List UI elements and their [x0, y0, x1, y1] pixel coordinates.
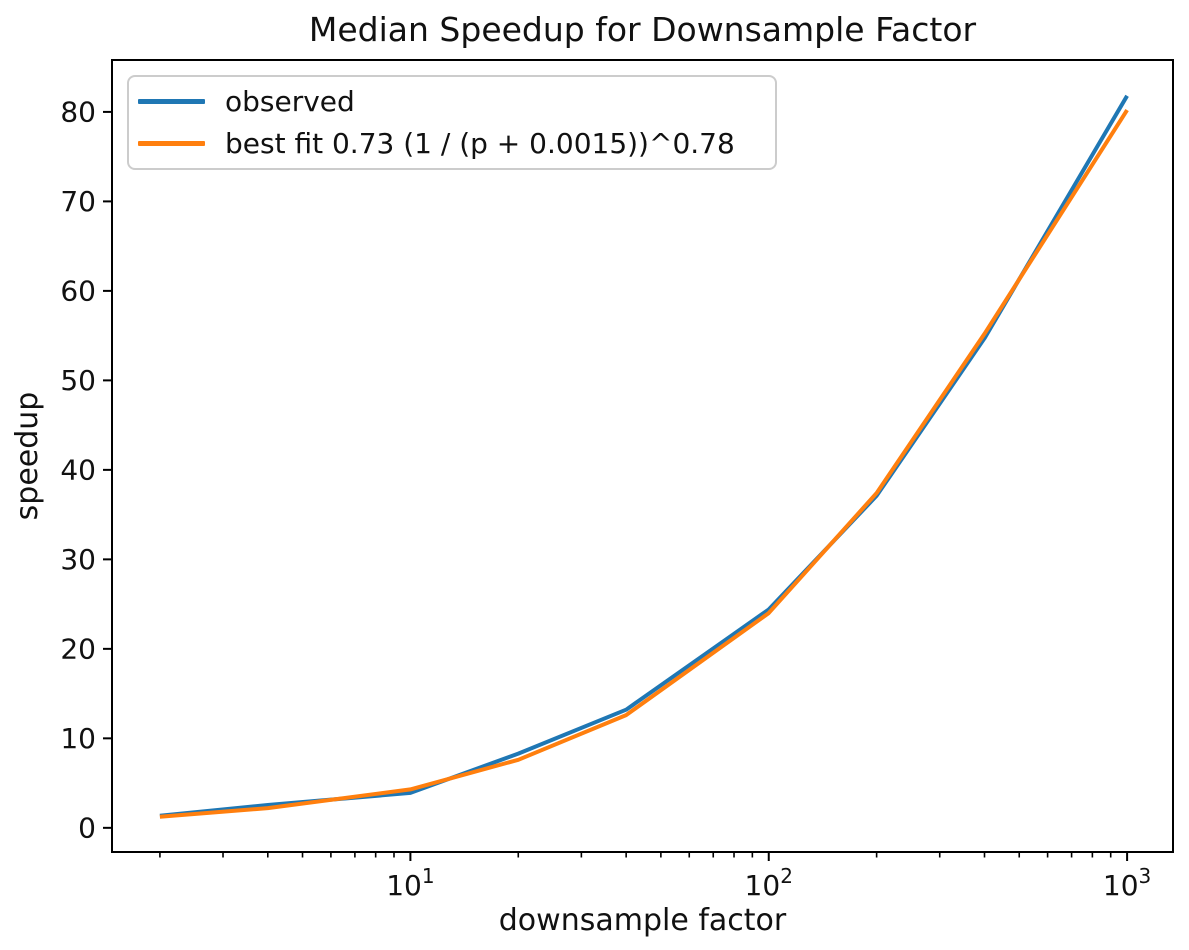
best-fit-line	[159, 109, 1129, 819]
y-tick-label: 10	[60, 722, 96, 755]
y-tick-label: 70	[60, 185, 96, 218]
legend-label: best fit 0.73 (1 / (p + 0.0015))^0.78	[225, 127, 735, 161]
legend-entry: observed	[129, 81, 775, 121]
y-tick-label: 50	[60, 364, 96, 397]
x-tick-label: 101	[386, 864, 434, 902]
x-tick-label: 102	[745, 864, 793, 902]
axes-frame	[111, 59, 1174, 853]
x-tick-label: 103	[1103, 864, 1151, 902]
y-tick-label: 80	[60, 95, 96, 128]
legend-label: observed	[225, 84, 355, 118]
observed-legend-line	[138, 99, 205, 104]
legend-entry: best fit 0.73 (1 / (p + 0.0015))^0.78	[129, 124, 775, 164]
legend-box: observed best fit 0.73 (1 / (p + 0.0015))…	[127, 75, 777, 170]
y-tick-label: 40	[60, 453, 96, 486]
y-tick-label: 30	[60, 543, 96, 576]
y-axis-label: speedup	[10, 391, 45, 521]
y-tick-label: 20	[60, 632, 96, 665]
x-axis-label: downsample factor	[498, 903, 787, 938]
chart-title: Median Speedup for Downsample Factor	[308, 10, 977, 49]
observed-line	[159, 94, 1129, 818]
best-fit-legend-line	[138, 141, 205, 146]
y-tick-label: 0	[78, 811, 96, 844]
y-tick-label: 60	[60, 274, 96, 307]
